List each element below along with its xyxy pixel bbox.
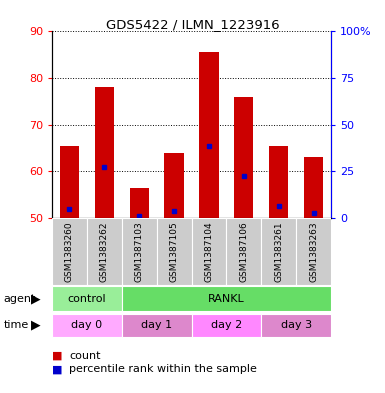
Bar xyxy=(52,218,87,285)
Bar xyxy=(95,87,114,218)
Bar xyxy=(164,153,184,218)
Text: GSM1383260: GSM1383260 xyxy=(65,221,74,282)
Text: GSM1387105: GSM1387105 xyxy=(169,221,179,282)
Text: GDS5422 / ILMN_1223916: GDS5422 / ILMN_1223916 xyxy=(106,18,279,31)
Bar xyxy=(130,188,149,218)
Bar xyxy=(122,314,192,337)
Text: agent: agent xyxy=(4,294,36,304)
Bar xyxy=(192,218,226,285)
Text: ▶: ▶ xyxy=(31,319,40,332)
Text: day 3: day 3 xyxy=(281,320,312,330)
Text: ■: ■ xyxy=(52,351,62,361)
Bar xyxy=(157,218,192,285)
Text: day 0: day 0 xyxy=(71,320,102,330)
Bar xyxy=(52,286,122,311)
Text: control: control xyxy=(67,294,106,304)
Bar xyxy=(122,286,331,311)
Bar xyxy=(304,158,323,218)
Text: GSM1387103: GSM1387103 xyxy=(135,221,144,282)
Text: percentile rank within the sample: percentile rank within the sample xyxy=(69,364,257,375)
Text: ▶: ▶ xyxy=(31,292,40,305)
Text: time: time xyxy=(4,320,29,330)
Text: day 1: day 1 xyxy=(141,320,172,330)
Bar xyxy=(269,146,288,218)
Bar xyxy=(261,218,296,285)
Text: ■: ■ xyxy=(52,364,62,375)
Bar xyxy=(199,52,219,218)
Bar xyxy=(122,218,157,285)
Text: GSM1383262: GSM1383262 xyxy=(100,221,109,282)
Text: GSM1383263: GSM1383263 xyxy=(309,221,318,282)
Bar xyxy=(87,218,122,285)
Bar xyxy=(192,314,261,337)
Text: GSM1387106: GSM1387106 xyxy=(239,221,248,282)
Text: day 2: day 2 xyxy=(211,320,242,330)
Text: GSM1387104: GSM1387104 xyxy=(204,221,214,282)
Bar xyxy=(52,314,122,337)
Bar xyxy=(261,314,331,337)
Bar xyxy=(226,218,261,285)
Bar xyxy=(60,146,79,218)
Text: count: count xyxy=(69,351,101,361)
Bar xyxy=(234,97,253,218)
Text: GSM1383261: GSM1383261 xyxy=(274,221,283,282)
Bar xyxy=(296,218,331,285)
Text: RANKL: RANKL xyxy=(208,294,245,304)
